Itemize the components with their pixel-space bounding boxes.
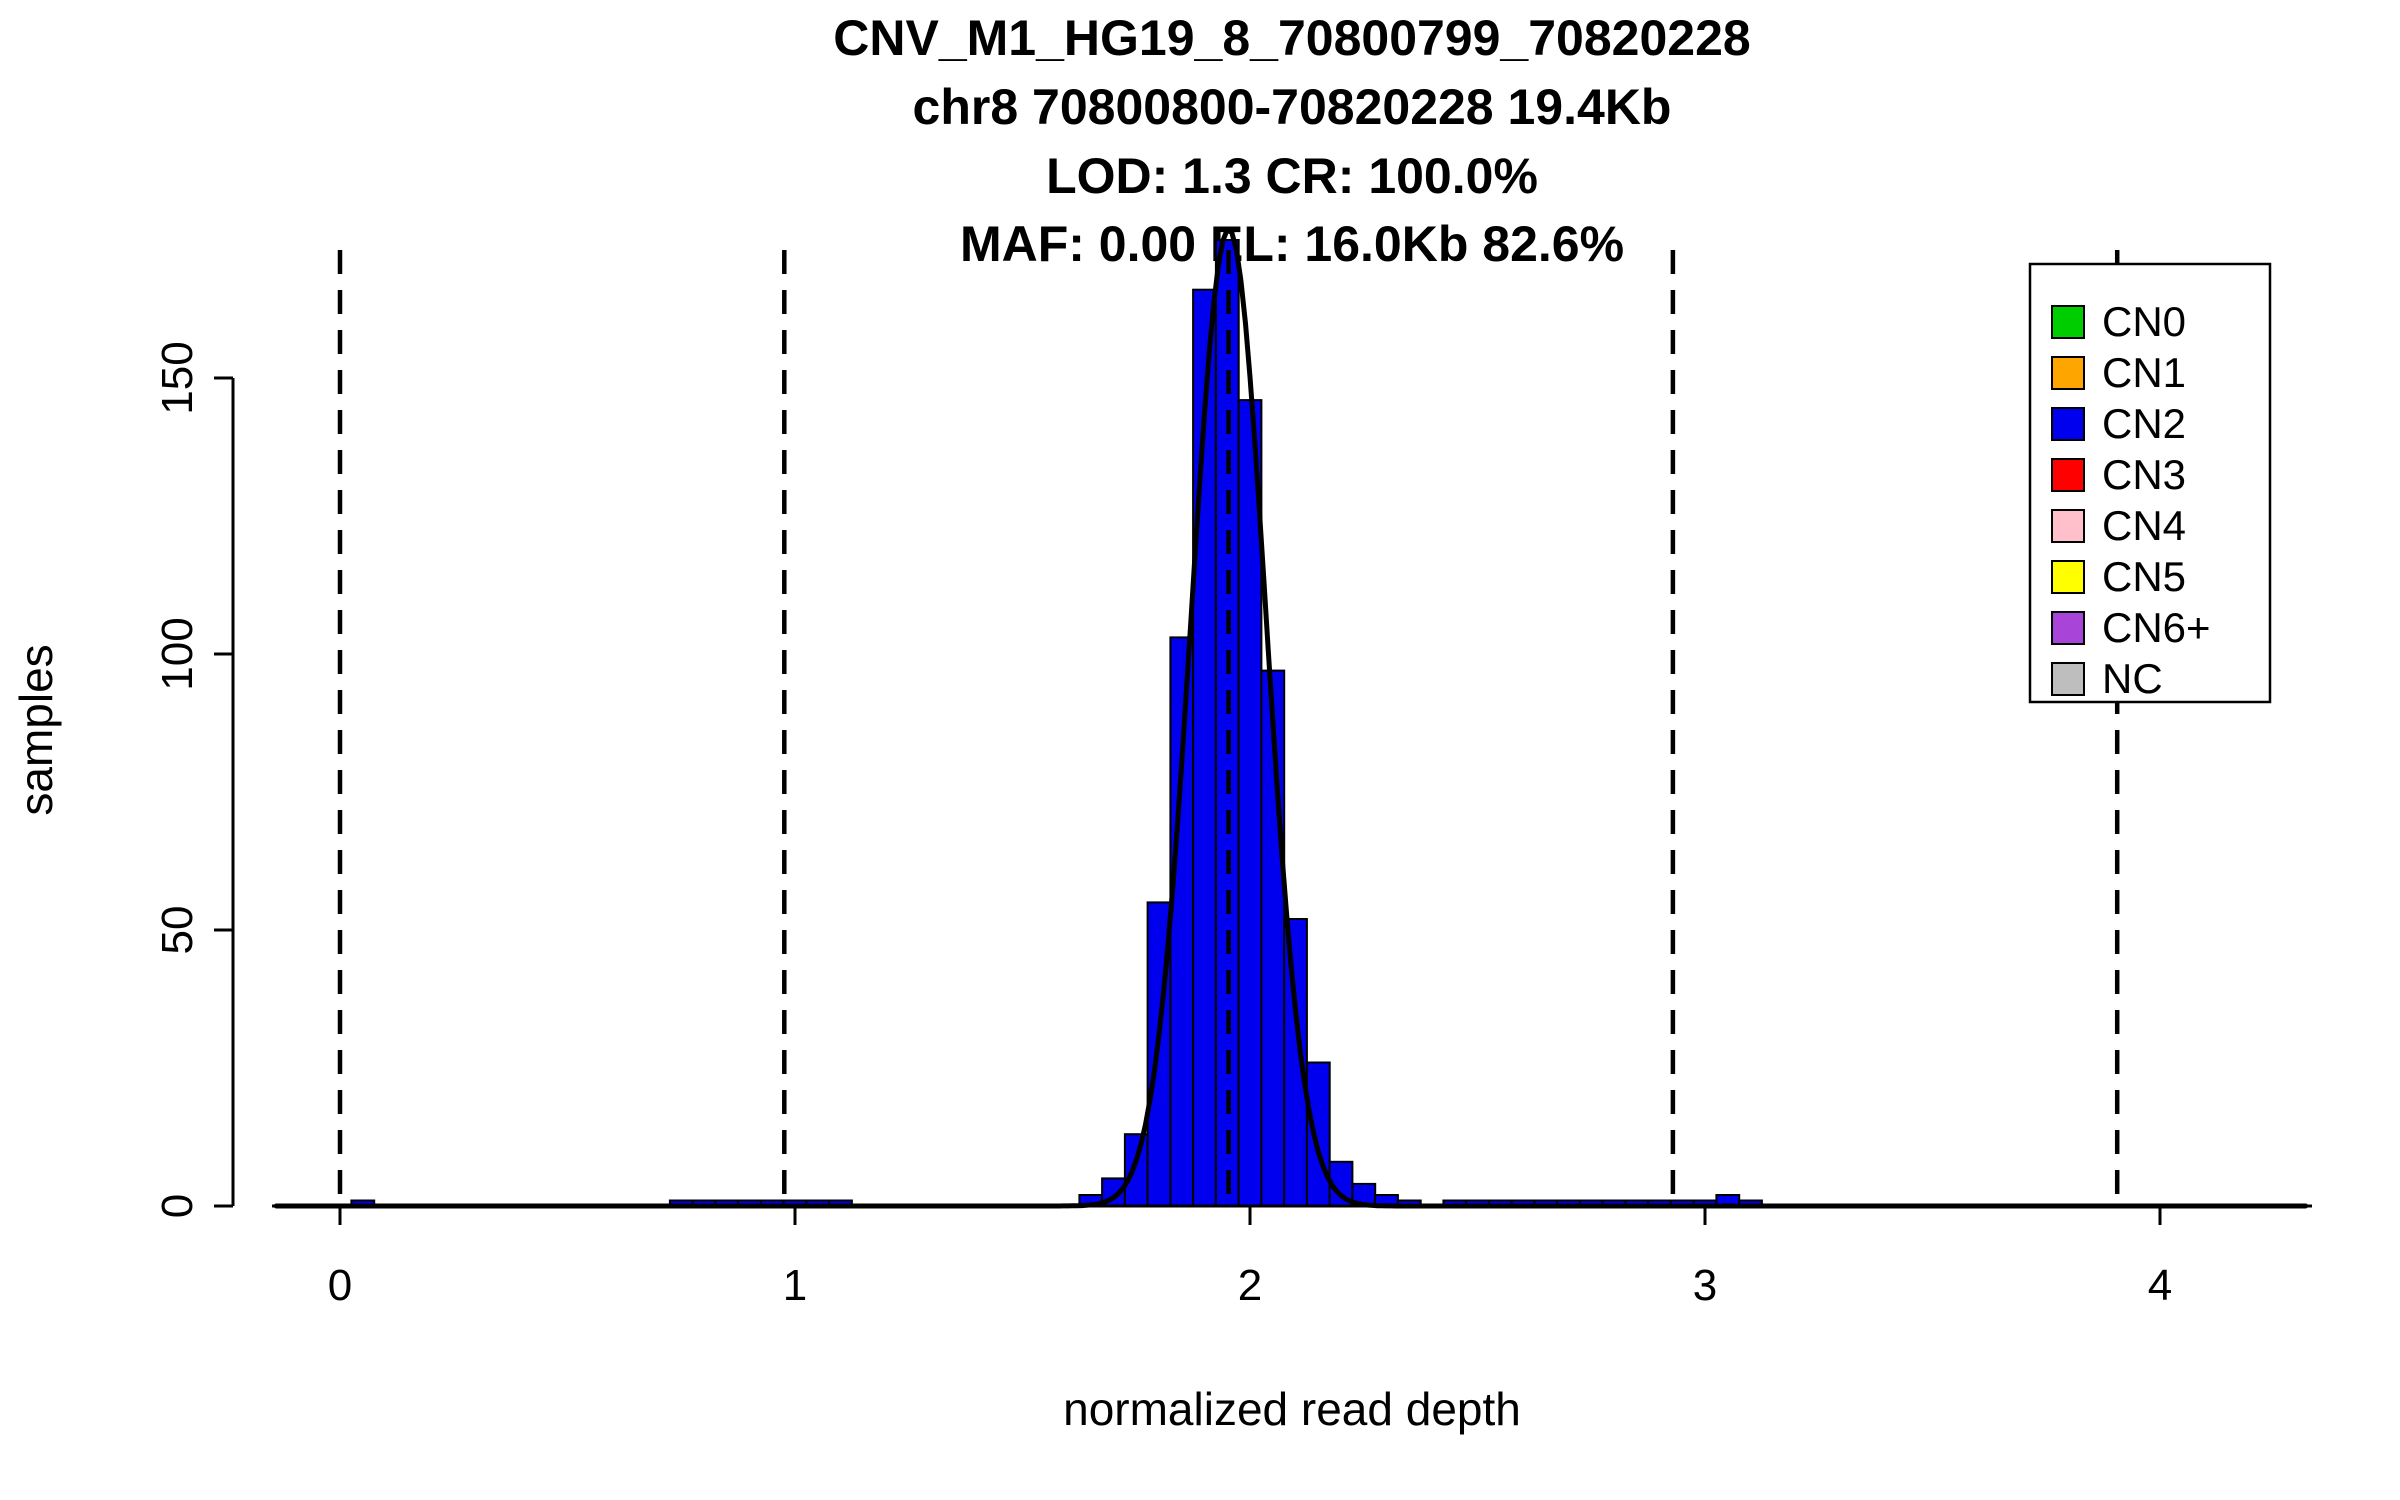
histogram-bars <box>350 239 1763 1208</box>
axes: 0 50 100 150 0 1 2 3 4 <box>153 341 2312 1310</box>
legend-swatch-cn6plus <box>2051 611 2085 645</box>
y-tick-label: 50 <box>153 906 202 955</box>
x-tick-label: 1 <box>783 1261 807 1310</box>
x-tick-label: 4 <box>2148 1261 2172 1310</box>
y-tick-label: 0 <box>153 1194 202 1218</box>
legend-label: CN6+ <box>2102 604 2211 651</box>
x-tick-label: 3 <box>1693 1261 1717 1310</box>
y-tick-label: 150 <box>153 341 202 414</box>
y-axis-label: samples <box>10 644 62 815</box>
legend-swatch-nc <box>2051 662 2085 696</box>
plot-titles: CNV_M1_HG19_8_70800799_70820228 chr8 708… <box>833 10 1750 272</box>
legend-swatch-cn2 <box>2051 407 2085 441</box>
legend-swatch-cn0 <box>2051 305 2085 339</box>
y-tick-label: 100 <box>153 617 202 690</box>
legend-swatch-cn3 <box>2051 458 2085 492</box>
legend-swatch-cn5 <box>2051 560 2085 594</box>
legend-label: CN0 <box>2102 298 2186 345</box>
legend-label: CN3 <box>2102 451 2186 498</box>
x-tick-label: 0 <box>328 1261 352 1310</box>
histogram-bar <box>1305 1061 1331 1207</box>
x-tick-label: 2 <box>1238 1261 1262 1310</box>
histogram-bar <box>1169 636 1195 1207</box>
legend-swatch-cn4 <box>2051 509 2085 543</box>
legend-label: CN4 <box>2102 502 2186 549</box>
legend-swatch-cn1 <box>2051 356 2085 390</box>
legend-label: CN1 <box>2102 349 2186 396</box>
legend-label: NC <box>2102 655 2163 702</box>
title-line-1: CNV_M1_HG19_8_70800799_70820228 <box>833 10 1750 66</box>
title-line-2: chr8 70800800-70820228 19.4Kb <box>913 79 1672 135</box>
histogram-bar <box>1123 1133 1149 1207</box>
title-line-3: LOD: 1.3 CR: 100.0% <box>1046 148 1538 204</box>
legend-label: CN2 <box>2102 400 2186 447</box>
x-axis-label: normalized read depth <box>1063 1383 1521 1435</box>
title-line-4: MAF: 0.00 EL: 16.0Kb 82.6% <box>960 216 1624 272</box>
legend-label: CN5 <box>2102 553 2186 600</box>
